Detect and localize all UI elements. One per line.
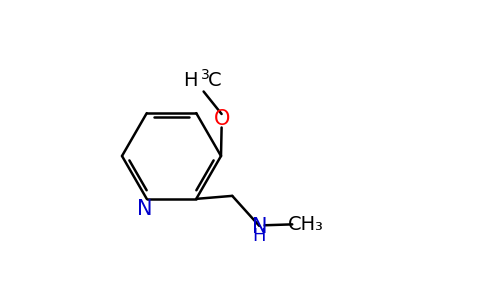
Text: N: N <box>137 200 153 219</box>
Text: C: C <box>208 71 222 91</box>
Text: 3: 3 <box>201 68 210 82</box>
Text: H: H <box>253 227 266 245</box>
Text: H: H <box>183 71 197 91</box>
Text: N: N <box>252 218 267 237</box>
Text: CH₃: CH₃ <box>288 215 324 234</box>
Text: O: O <box>213 109 230 129</box>
